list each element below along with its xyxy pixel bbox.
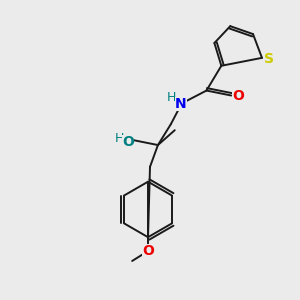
Text: O: O	[232, 88, 244, 103]
Text: S: S	[264, 52, 274, 66]
Text: O: O	[142, 244, 154, 258]
Text: N: N	[175, 98, 187, 111]
Text: H: H	[115, 132, 124, 145]
Text: H: H	[167, 91, 176, 104]
Text: O: O	[122, 135, 134, 149]
